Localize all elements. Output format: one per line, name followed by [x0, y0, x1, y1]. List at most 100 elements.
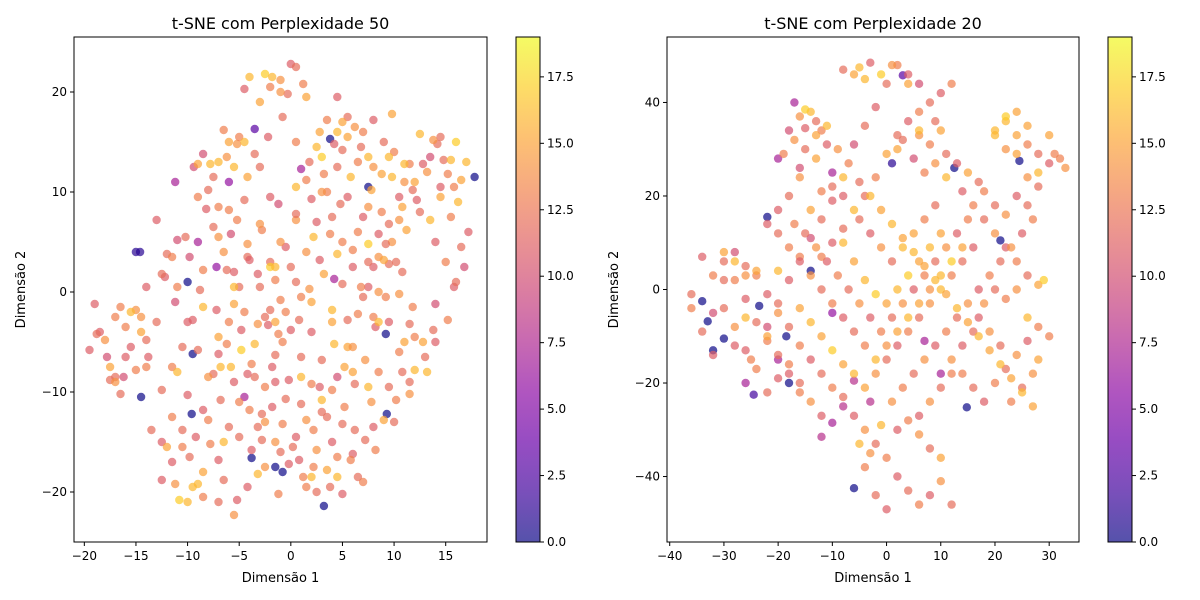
scatter-point: [887, 313, 897, 322]
scatter-point: [152, 215, 161, 225]
scatter-point: [229, 267, 239, 277]
scatter-point: [839, 224, 848, 233]
scatter-point: [214, 332, 223, 342]
scatter-point: [257, 409, 267, 419]
scatter-point: [389, 147, 399, 157]
scatter-point: [925, 444, 935, 453]
scatter-point: [936, 369, 945, 378]
scatter-point: [806, 355, 815, 364]
scatter-point: [1028, 402, 1038, 411]
scatter-point: [229, 282, 239, 292]
colorbar-tick-label: 10.0: [547, 269, 574, 283]
scatter-point: [464, 227, 473, 237]
scatter-point: [990, 229, 1000, 238]
scatter-point: [350, 122, 359, 132]
scatter-point: [817, 332, 826, 341]
scatter-point: [353, 157, 363, 167]
scatter-point: [302, 247, 311, 257]
scatter-point: [327, 317, 337, 327]
scatter-point: [806, 205, 815, 215]
scatter-point: [833, 145, 842, 154]
scatter-point: [350, 425, 359, 435]
scatter-point: [198, 405, 208, 415]
scatter-point: [708, 271, 718, 280]
scatter-point: [198, 149, 208, 159]
scatter-point: [996, 236, 1005, 245]
scatter-point: [985, 327, 994, 336]
scatter-point: [1023, 336, 1032, 346]
scatter-point: [871, 173, 880, 182]
scatter-point: [1034, 280, 1043, 289]
scatter-point: [338, 117, 347, 127]
scatter-point: [844, 159, 853, 168]
scatter-point: [698, 252, 707, 261]
scatter-point: [457, 175, 466, 185]
scatter-point: [839, 392, 848, 402]
scatter-point: [317, 187, 326, 197]
scatter-point: [811, 117, 821, 126]
scatter-point: [795, 163, 804, 173]
scatter-point: [958, 187, 967, 196]
scatter-point: [882, 299, 891, 308]
scatter-point: [1015, 156, 1024, 166]
scatter-point: [795, 388, 804, 397]
x-tick-label: 20: [987, 549, 1002, 563]
scatter-point: [247, 445, 256, 455]
scatter-point: [431, 337, 440, 347]
scatter-point: [240, 307, 249, 317]
scatter-point: [782, 332, 791, 341]
scatter-point: [250, 124, 259, 134]
scatter-points: [687, 58, 1070, 514]
scatter-point: [364, 257, 373, 267]
scatter-point: [828, 238, 837, 247]
scatter-point: [364, 239, 373, 249]
scatter-point: [806, 271, 815, 280]
scatter-point: [1045, 332, 1054, 341]
scatter-point: [790, 98, 799, 107]
scatter-point: [327, 437, 337, 447]
scatter-point: [795, 112, 804, 121]
x-tick-label: −15: [123, 549, 148, 563]
scatter-point: [395, 192, 404, 202]
scatter-point: [431, 299, 440, 309]
scatter-point: [860, 425, 870, 434]
scatter-point: [1028, 369, 1038, 378]
scatter-point: [185, 452, 194, 462]
scatter-point: [969, 383, 978, 392]
scatter-point: [387, 172, 397, 182]
scatter-point: [904, 313, 913, 322]
scatter-point: [232, 495, 242, 505]
scatter-point: [839, 402, 848, 411]
scatter-point: [167, 457, 177, 467]
scatter-point: [374, 317, 383, 327]
scatter-point: [730, 257, 739, 266]
scatter-point: [412, 195, 421, 205]
scatter-point: [974, 285, 983, 294]
scatter-point: [936, 271, 945, 280]
scatter-point: [730, 247, 739, 257]
scatter-point: [260, 312, 270, 322]
scatter-point: [183, 497, 192, 507]
scatter-point: [1001, 364, 1010, 374]
scatter-point: [381, 292, 390, 302]
scatter-point: [333, 472, 342, 482]
scatter-point: [942, 173, 951, 182]
scatter-point: [171, 177, 180, 187]
scatter-point: [276, 87, 285, 97]
y-axis-label: Dimensão 2: [14, 251, 29, 329]
x-tick-label: −10: [820, 549, 845, 563]
scatter-point: [250, 339, 259, 349]
scatter-point: [974, 313, 983, 322]
scatter-point: [1034, 355, 1043, 364]
scatter-point: [157, 385, 166, 395]
scatter-point: [741, 294, 750, 304]
y-tick-label: −10: [42, 385, 67, 399]
scatter-point: [294, 315, 304, 325]
scatter-point: [947, 369, 956, 378]
scatter-point: [687, 304, 696, 313]
scatter-point: [381, 239, 390, 249]
scatter-point: [795, 304, 804, 313]
scatter-point: [374, 287, 383, 297]
scatter-point: [773, 350, 783, 360]
scatter-point: [860, 341, 870, 350]
